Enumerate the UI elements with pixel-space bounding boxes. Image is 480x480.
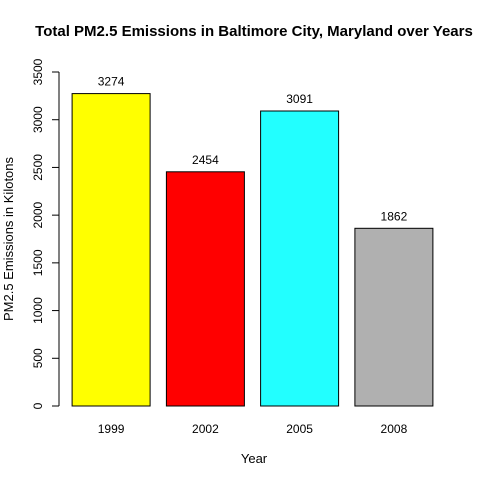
- x-tick-label: 2005: [286, 422, 313, 436]
- y-tick-label: 500: [31, 348, 45, 368]
- bar: [260, 110, 340, 407]
- y-tick-label: 0: [31, 402, 45, 409]
- chart-title: Total PM2.5 Emissions in Baltimore City,…: [35, 23, 473, 40]
- bar: [71, 93, 151, 407]
- x-axis-title: Year: [241, 451, 268, 466]
- bar: [165, 171, 245, 407]
- x-tick-labels: 1999 2002 2005 2008: [98, 422, 408, 436]
- bar: [354, 227, 434, 407]
- y-tick-label: 1500: [31, 249, 45, 276]
- bars: [71, 93, 434, 407]
- y-tick-label: 1000: [31, 297, 45, 324]
- y-tick-label: 2500: [31, 154, 45, 181]
- y-tick-label: 2000: [31, 201, 45, 228]
- y-tick-label: 3500: [31, 58, 45, 85]
- x-tick-label: 2008: [381, 422, 408, 436]
- x-tick-label: 1999: [98, 422, 125, 436]
- bar-value-label: 1862: [381, 209, 408, 223]
- y-axis-title: PM2.5 Emissions in Kilotons: [1, 156, 16, 321]
- bar-value-label: 2454: [192, 153, 219, 167]
- bar-value-label: 3091: [286, 92, 313, 106]
- value-labels: 3274 2454 3091 1862: [98, 75, 408, 224]
- bar-value-label: 3274: [98, 75, 125, 89]
- y-tick-label: 3000: [31, 106, 45, 133]
- x-tick-label: 2002: [192, 422, 219, 436]
- y-ticks: 0 500 1000 1500 2000 2500 3000 3500: [31, 58, 59, 409]
